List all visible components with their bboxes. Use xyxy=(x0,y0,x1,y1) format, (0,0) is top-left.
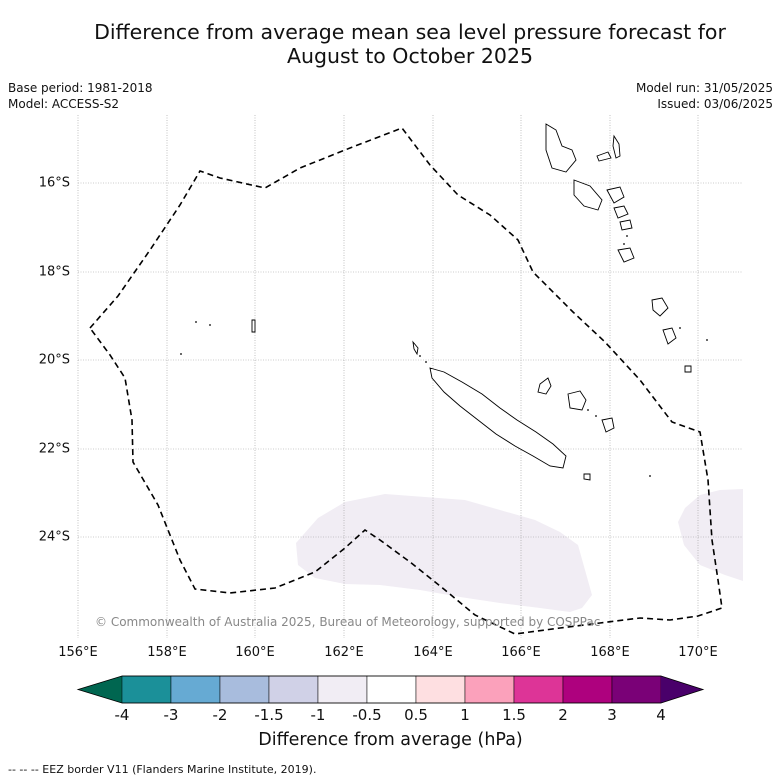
colorbar-cell xyxy=(366,675,417,704)
colorbar-tick: 1 xyxy=(460,706,470,724)
base-period-text: Base period: 1981-2018 xyxy=(8,81,153,95)
colorbar-cell xyxy=(513,675,564,704)
colorbar-tick: 0.5 xyxy=(404,706,428,724)
island-malakula xyxy=(573,179,603,211)
lon-label-164e: 164°E xyxy=(413,645,453,660)
lon-label-158e: 158°E xyxy=(147,645,187,660)
colorbar-tick: -4 xyxy=(114,706,130,724)
colorbar-under-arrow xyxy=(78,676,122,703)
island-tanna xyxy=(651,297,669,317)
anomaly-area-coral-sea xyxy=(296,494,592,612)
anomaly-area-east xyxy=(678,489,743,581)
colorbar-outline xyxy=(76,675,705,704)
island-ambae xyxy=(596,151,612,162)
lat-label-20s: 20°S xyxy=(38,352,70,368)
coastlines xyxy=(251,123,692,481)
graticule xyxy=(77,115,743,638)
issued-text: Issued: 03/06/2025 xyxy=(657,97,773,111)
island-espiritu-santo xyxy=(545,123,577,173)
lon-label-170e: 170°E xyxy=(678,645,718,660)
lon-label-156e: 156°E xyxy=(58,645,98,660)
colorbar-cell xyxy=(415,675,466,704)
lat-label-16s: 16°S xyxy=(38,175,70,191)
colorbar-tick: 4 xyxy=(656,706,666,724)
lon-label-162e: 162°E xyxy=(324,645,364,660)
new-caledonia-coastline xyxy=(429,367,567,469)
reef-dots xyxy=(180,235,708,477)
colorbar-cell xyxy=(562,675,613,704)
colorbar-cell xyxy=(121,675,172,704)
colorbar xyxy=(76,675,705,704)
lat-label-24s: 24°S xyxy=(38,529,70,545)
colorbar-tick: -1 xyxy=(310,706,326,724)
island-chesterfield xyxy=(251,319,256,333)
colorbar-tick: -3 xyxy=(163,706,179,724)
model-text: Model: ACCESS-S2 xyxy=(8,97,120,111)
island-loyalty-3 xyxy=(601,417,615,433)
island-isle-of-pines xyxy=(583,473,591,481)
colorbar-cell xyxy=(317,675,368,704)
colorbar-tick: -2 xyxy=(212,706,228,724)
colorbar-cell xyxy=(611,675,662,704)
model-run-text: Model run: 31/05/2025 xyxy=(635,81,773,95)
colorbar-cell xyxy=(464,675,515,704)
colorbar-tick: 3 xyxy=(607,706,617,724)
island-epi xyxy=(613,205,629,219)
island-maewo xyxy=(612,134,621,159)
lon-label-160e: 160°E xyxy=(235,645,275,660)
island-aneityum xyxy=(662,327,677,345)
colorbar-label: Difference from average (hPa) xyxy=(258,730,523,750)
island-pentecost xyxy=(606,186,625,204)
lat-label-18s: 18°S xyxy=(38,264,70,280)
island-matthew-hunter xyxy=(684,365,692,373)
island-belep xyxy=(412,340,419,356)
lat-label-22s: 22°S xyxy=(38,441,70,457)
colorbar-tick: 1.5 xyxy=(502,706,526,724)
island-loyalty-1 xyxy=(537,377,552,395)
colorbar-cells xyxy=(121,675,662,704)
colorbar-tick: 2 xyxy=(558,706,568,724)
chart-title-line2: August to October 2025 xyxy=(286,44,534,68)
colorbar-cell xyxy=(268,675,319,704)
colorbar-tick: -1.5 xyxy=(254,706,284,724)
anomaly-areas xyxy=(296,489,743,612)
island-erromango xyxy=(617,247,635,263)
eez-legend: -- -- -- EEZ border V11 (Flanders Marine… xyxy=(8,763,317,776)
colorbar-cell xyxy=(219,675,270,704)
lon-label-168e: 168°E xyxy=(590,645,630,660)
island-loyalty-2 xyxy=(567,390,587,411)
island-efate xyxy=(619,219,633,231)
colorbar-tick: -0.5 xyxy=(352,706,382,724)
lon-label-166e: 166°E xyxy=(501,645,541,660)
chart-title-line1: Difference from average mean sea level p… xyxy=(94,20,726,44)
copyright-notice: © Commonwealth of Australia 2025, Bureau… xyxy=(95,615,601,629)
colorbar-cell xyxy=(170,675,221,704)
colorbar-over-arrow xyxy=(661,676,703,703)
eez-border-line xyxy=(88,127,723,635)
